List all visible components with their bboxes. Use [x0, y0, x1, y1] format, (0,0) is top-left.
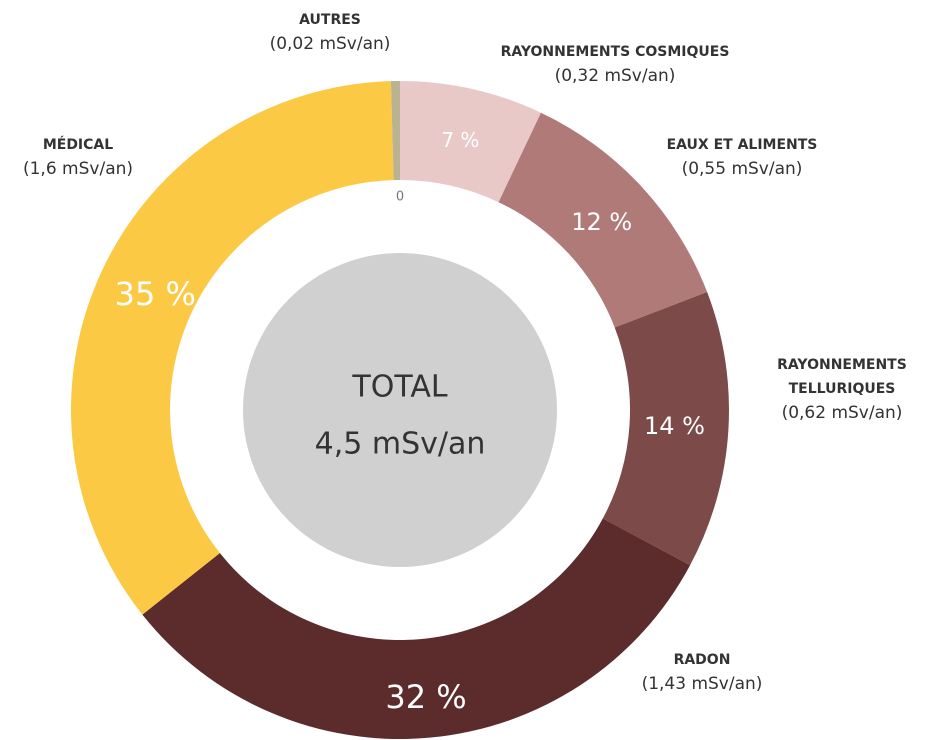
value-label: (0,02 mSv/an): [269, 34, 391, 54]
center-label: TOTAL: [351, 370, 447, 405]
value-label: (1,6 mSv/an): [22, 159, 134, 179]
percent-label: 7 %: [441, 128, 479, 152]
slice-label: MÉDICAL (1,6 mSv/an): [23, 133, 133, 181]
percent-label: 14 %: [644, 412, 705, 440]
donut-slice: [142, 518, 691, 740]
slice-label: AUTRES (0,02 mSv/an): [270, 8, 391, 56]
category-name: RAYONNEMENTS TELLURIQUES: [777, 357, 907, 397]
category-name: AUTRES: [299, 12, 361, 28]
slice-label: RAYONNEMENTS COSMIQUES (0,32 mSv/an): [501, 40, 730, 88]
donut-slice: [390, 81, 400, 181]
percent-label: 32 %: [385, 678, 466, 716]
donut-slice: [400, 81, 541, 203]
center-disc: [243, 253, 557, 567]
value-label: (0,62 mSv/an): [781, 403, 903, 423]
donut-slice: [602, 292, 729, 566]
center-label: 4,5 mSv/an: [315, 427, 486, 462]
donut-slice: [71, 81, 394, 615]
percent-label: 12 %: [571, 208, 632, 236]
category-name: MÉDICAL: [42, 137, 114, 153]
category-name: RAYONNEMENTS COSMIQUES: [500, 44, 730, 60]
percent-label: 35 %: [115, 275, 196, 313]
value-label: (0,55 mSv/an): [681, 159, 803, 179]
percent-label: 0: [396, 190, 404, 205]
category-name: EAUX ET ALIMENTS: [666, 137, 818, 153]
slice-label: RADON (1,43 mSv/an): [642, 648, 763, 696]
value-label: (0,32 mSv/an): [554, 66, 676, 86]
category-name: RADON: [673, 652, 731, 668]
donut-slice: [498, 112, 708, 328]
slice-label: EAUX ET ALIMENTS (0,55 mSv/an): [667, 133, 818, 181]
value-label: (1,43 mSv/an): [641, 674, 763, 694]
slice-label: RAYONNEMENTS TELLURIQUES (0,62 mSv/an): [767, 353, 917, 425]
